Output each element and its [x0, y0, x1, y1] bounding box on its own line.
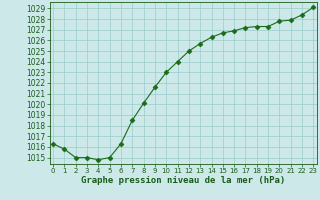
X-axis label: Graphe pression niveau de la mer (hPa): Graphe pression niveau de la mer (hPa) [81, 176, 285, 185]
